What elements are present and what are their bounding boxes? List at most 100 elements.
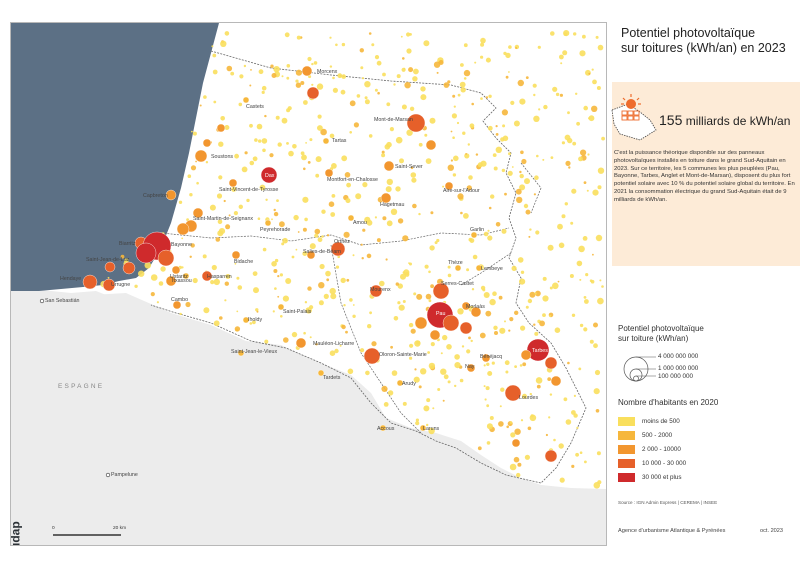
commune-bubble [454,264,462,272]
commune-bubble [494,331,498,335]
class-label: moins de 500 [642,418,680,425]
commune-bubble [420,368,427,375]
place-label: Morlaàs [466,304,485,310]
commune-bubble [410,328,416,334]
commune-bubble [534,175,539,180]
commune-bubble [352,254,355,257]
place-label: Saint-Jean-de-Luz [86,257,130,263]
commune-bubble [412,203,417,209]
commune-bubble [273,66,280,73]
commune-bubble [381,385,388,392]
commune-bubble [404,272,410,277]
commune-bubble [434,241,438,245]
map-canvas[interactable]: Morcenx Castets Mont-de-Marsan Tartas Sousto… [11,23,606,545]
commune-bubble [555,92,560,97]
commune-bubble [485,310,492,317]
map-frame[interactable]: Morcenx Castets Mont-de-Marsan Tartas Sousto… [10,22,607,546]
commune-bubble [573,32,577,36]
size-legend-small: 100 000 000 [658,373,694,380]
commune-bubble [309,243,316,250]
commune-bubble [216,123,226,133]
commune-bubble [397,218,404,224]
commune-bubble [311,83,314,86]
commune-bubble [536,384,541,389]
commune-bubble [583,181,587,185]
commune-bubble [585,273,589,277]
place-label: Bénéjacq [480,354,502,360]
class-legend-row: 30 000 et plus [618,473,798,483]
class-legend-row: moins de 500 [618,417,798,427]
commune-bubble [553,438,556,442]
commune-bubble [324,168,334,178]
commune-bubble [213,320,220,327]
solar-panel-sun-icon [611,94,657,141]
commune-bubble [447,80,451,84]
commune-bubble [522,393,527,399]
commune-bubble [475,264,483,272]
commune-bubble [270,64,274,68]
commune-bubble [150,292,155,297]
commune-bubble [296,35,301,40]
commune-bubble [102,278,116,292]
commune-bubble [542,313,546,317]
commune-bubble [176,222,190,236]
place-label: Mont-de-Marsan [374,117,413,123]
commune-bubble [249,322,253,325]
place-label: Bidache [234,259,253,265]
commune-bubble [282,295,289,302]
commune-bubble [595,35,599,39]
commune-bubble [252,271,258,276]
commune-bubble [212,53,217,58]
commune-bubble [601,136,605,141]
place-label: Garlin [470,227,484,233]
commune-bubble [442,334,448,341]
commune-bubble [82,274,98,290]
place-label: Ustaritz [170,274,188,280]
commune-bubble [505,75,509,79]
commune-bubble [319,263,325,270]
commune-bubble [440,352,443,355]
commune-bubble [330,212,336,217]
commune-bubble [513,456,520,463]
commune-bubble [493,325,498,330]
commune-bubble [459,321,473,335]
commune-bubble [527,298,533,304]
commune-bubble [264,114,267,118]
commune-bubble [318,300,324,306]
commune-bubble [488,94,492,99]
commune-bubble [243,64,247,68]
place-label: Aire-sur-l'Adour [443,188,480,194]
commune-bubble [418,142,423,147]
commune-bubble [423,40,430,47]
commune-bubble [389,127,394,132]
place-label: San Sebastián [45,298,80,304]
commune-bubble [352,304,355,306]
place-labels: Morcenx Castets Mont-de-Marsan Tartas Sousto… [45,69,548,478]
size-legend-title: Potentiel photovoltaïque sur toiture (kW… [618,324,704,343]
commune-bubble [568,166,571,169]
commune-bubble [469,123,475,129]
commune-bubble [274,258,279,263]
commune-bubble [597,185,602,190]
commune-bubble [279,273,283,277]
commune-bubble [363,347,381,365]
commune-bubble [483,231,489,237]
commune-bubble [314,228,321,235]
commune-bubble [203,95,207,99]
commune-bubble [291,255,295,259]
commune-bubble [409,356,413,360]
commune-bubble [465,153,467,155]
commune-bubble [466,363,476,373]
commune-bubble [182,272,190,280]
place-label: Castets [246,104,264,110]
commune-bubble [364,99,370,105]
commune-bubble [215,237,221,242]
commune-bubble [520,270,525,274]
place-label: Iholdy [248,317,262,323]
commune-bubble [463,77,467,80]
commune-bubble [560,62,563,65]
commune-bubble [332,76,335,80]
commune-bubble [242,316,250,324]
commune-bubble [384,388,388,392]
commune-bubble [228,214,231,217]
